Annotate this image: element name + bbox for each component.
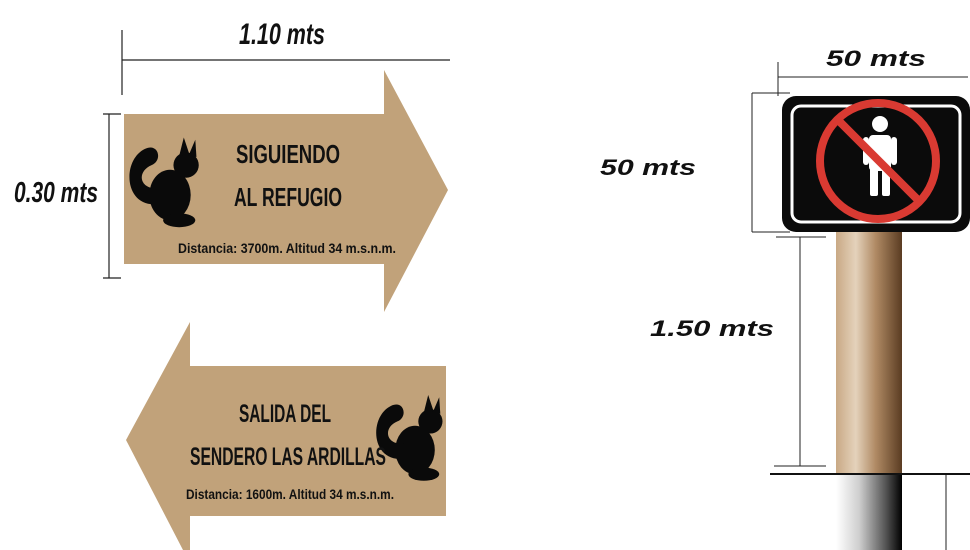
sign-left-detail: Distancia: 1600m. Altitud 34 m.s.n.m. [186, 486, 394, 502]
sign-width-label: 50 mts [826, 46, 926, 71]
arrow-right-shape [124, 70, 448, 312]
prohibition-slash [835, 117, 923, 205]
wooden-post [836, 230, 902, 474]
arrow-sign-left: SALIDA DEL SENDERO LAS ARDILLAS Distanci… [126, 322, 446, 550]
sign-right-detail: Distancia: 3700m. Altitud 34 m.s.n.m. [178, 240, 396, 256]
post-sign: 50 mts 50 mts 1.50 mts [600, 46, 970, 550]
height-dimension-label: 0.30 mts [14, 177, 98, 209]
sign-height-label: 50 mts [600, 155, 696, 180]
arrow-sign-right: 1.10 mts 0.30 mts SIGUIENDO AL REFUGIO D… [14, 18, 450, 312]
width-dimension-label: 1.10 mts [239, 18, 325, 51]
buried-post [836, 475, 902, 550]
arrow-left-shape [126, 322, 446, 550]
prohibition-ring [816, 99, 940, 223]
post-height-label: 1.50 mts [650, 316, 774, 341]
sign-right-line2: AL REFUGIO [234, 182, 342, 212]
sign-left-line2: SENDERO LAS ARDILLAS [190, 443, 386, 471]
sign-right-line1: SIGUIENDO [236, 139, 340, 169]
sign-left-line1: SALIDA DEL [239, 400, 331, 428]
